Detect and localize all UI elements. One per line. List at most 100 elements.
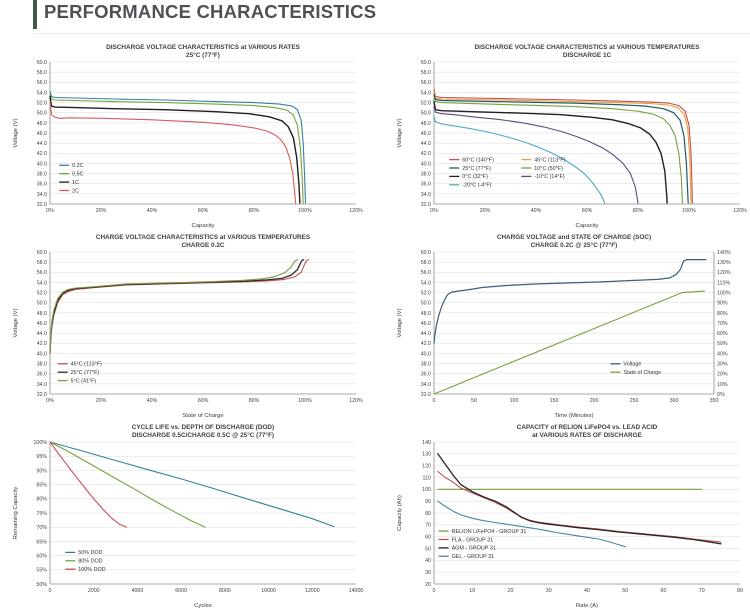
y-axis-label: Capacity (Ah) — [397, 495, 403, 531]
series-line — [433, 100, 668, 204]
y-tick-label: 34.0 — [421, 382, 431, 388]
y-tick-label: 60.0 — [421, 60, 431, 66]
x-tick-label: 40 — [584, 588, 590, 594]
chart-title: CYCLE LIFE vs. DEPTH OF DISCHARGE (DOD) — [132, 424, 274, 431]
y-tick-label: 130 — [422, 452, 431, 458]
y-tick-label: 100% — [33, 440, 47, 446]
x-tick-label: 150 — [550, 398, 559, 404]
y2-tick-label: 60% — [717, 331, 728, 337]
legend-label: 50% DOD — [78, 550, 102, 556]
chart-discharge-voltage-rates: DISCHARGE VOLTAGE CHARACTERISTICS at VAR… — [13, 44, 363, 229]
y-tick-label: 52.0 — [421, 100, 431, 106]
y-tick-label: 60.0 — [421, 250, 431, 256]
series-line — [437, 500, 626, 548]
series-line — [49, 441, 128, 528]
figure-discharge-temperatures: DISCHARGE VOLTAGE CHARACTERISTICS at VAR… — [378, 40, 750, 230]
legend-label: 0.5C — [72, 171, 83, 177]
y-tick-label: 40 — [425, 558, 431, 564]
x-tick-label: 20% — [96, 208, 107, 214]
y2-tick-label: 0% — [717, 392, 725, 398]
x-tick-label: 0% — [46, 398, 54, 404]
y-tick-label: 44.0 — [421, 141, 431, 147]
chart-discharge-voltage-temperatures: DISCHARGE VOLTAGE CHARACTERISTICS at VAR… — [397, 44, 747, 229]
chart-title: 25°C (77°F) — [186, 51, 220, 59]
y-axis-label: Remaining Capacity — [13, 487, 19, 540]
y-tick-label: 140 — [422, 440, 431, 446]
y-tick-label: 90% — [36, 468, 47, 474]
y-tick-label: 42.0 — [37, 151, 47, 157]
y2-tick-label: 90% — [717, 301, 728, 307]
series-line — [433, 115, 606, 204]
x-tick-label: 200 — [590, 398, 599, 404]
series-line — [49, 259, 310, 354]
y-tick-label: 36.0 — [37, 372, 47, 378]
y-axis-label: Voltage (V) — [397, 308, 403, 337]
chart-cycle-life-dod: CYCLE LIFE vs. DEPTH OF DISCHARGE (DOD)D… — [13, 424, 364, 609]
chart-capacity-vs-lead-acid: CAPACITY of RELION LiFePO4 vs. LEAD ACID… — [397, 424, 743, 609]
header-divider — [33, 33, 750, 34]
x-tick-label: 60 — [661, 588, 667, 594]
legend-label: GEL - GROUP 31 — [452, 554, 495, 560]
x-tick-label: 50 — [622, 588, 628, 594]
series-line — [433, 97, 683, 204]
y-tick-label: 58.0 — [37, 260, 47, 266]
x-tick-label: 60% — [198, 208, 209, 214]
series-line — [49, 441, 335, 528]
y-tick-label: 54.0 — [37, 280, 47, 286]
legend-label: FLA - GROUP 31 — [452, 537, 494, 543]
x-tick-label: 10 — [469, 588, 475, 594]
series-line — [433, 91, 692, 204]
y-tick-label: 56.0 — [37, 80, 47, 86]
figure-charge-temperatures: CHARGE VOLTAGE CHARACTERISTICS at VARIOU… — [0, 230, 378, 420]
x-tick-label: 14000 — [349, 588, 364, 594]
x-tick-label: 120% — [349, 398, 363, 404]
series-line — [433, 93, 689, 204]
legend-label: 100% DOD — [78, 567, 105, 573]
y-tick-label: 56.0 — [421, 80, 431, 86]
x-axis-label: Rate (A) — [576, 603, 598, 609]
chart-title: CHARGE 0.2C — [182, 242, 225, 249]
y-tick-label: 46.0 — [421, 321, 431, 327]
y-tick-label: 60% — [36, 554, 47, 560]
legend-label: 0°C (32°F) — [462, 174, 488, 180]
series-line — [49, 258, 305, 355]
y-tick-label: 54.0 — [421, 280, 431, 286]
x-tick-label: 10000 — [261, 588, 276, 594]
y-tick-label: 95% — [36, 454, 47, 460]
y-tick-label: 50% — [36, 582, 47, 588]
legend-label: -20°C (-4°F) — [462, 183, 491, 189]
figure-cycle-life: CYCLE LIFE vs. DEPTH OF DISCHARGE (DOD) D… — [0, 420, 378, 610]
y-tick-label: 50.0 — [421, 111, 431, 117]
y-axis-label: Voltage (V) — [13, 308, 19, 337]
legend-label: 60°C (140°F) — [462, 157, 494, 163]
legend-label: RELION LiFePO4 - GROUP 31 — [452, 529, 527, 535]
page-header: PERFORMANCE CHARACTERISTICS — [0, 0, 750, 40]
y-tick-label: 50 — [425, 546, 431, 552]
y-axis-label: Voltage (V) — [13, 118, 19, 147]
legend-label: 10°C (50°F) — [534, 166, 563, 172]
legend-label: 80% DOD — [78, 559, 102, 565]
y-tick-label: 34.0 — [37, 192, 47, 198]
y-tick-label: 40.0 — [421, 161, 431, 167]
y2-tick-label: 140% — [717, 250, 731, 256]
y-tick-label: 32.0 — [421, 202, 431, 208]
legend-label: 45°C (113°F) — [534, 157, 565, 163]
figure-discharge-rates: DISCHARGE VOLTAGE CHARACTERISTICS at VAR… — [0, 40, 378, 230]
chart-title: DISCHARGE VOLTAGE CHARACTERISTICS at VAR… — [106, 44, 300, 51]
y2-tick-label: 20% — [717, 372, 728, 378]
y-tick-label: 110 — [423, 475, 431, 481]
x-tick-label: 120% — [733, 208, 747, 214]
x-tick-label: 300 — [670, 398, 679, 404]
legend-label: 45°C (113°F) — [71, 362, 102, 368]
y-tick-label: 52.0 — [37, 290, 47, 296]
y-tick-label: 60 — [425, 535, 431, 541]
y-tick-label: 48.0 — [37, 311, 47, 317]
y-tick-label: 48.0 — [421, 311, 431, 317]
chart-title: DISCHARGE 0.5C/CHARGE 0.5C @ 25°C (77°F) — [132, 431, 274, 439]
x-tick-label: 2000 — [88, 588, 100, 594]
y-tick-label: 56.0 — [421, 270, 431, 276]
charts-grid: DISCHARGE VOLTAGE CHARACTERISTICS at VAR… — [0, 40, 750, 610]
x-tick-label: 80% — [249, 208, 260, 214]
y-tick-label: 38.0 — [37, 361, 47, 367]
x-tick-label: 50 — [471, 398, 477, 404]
